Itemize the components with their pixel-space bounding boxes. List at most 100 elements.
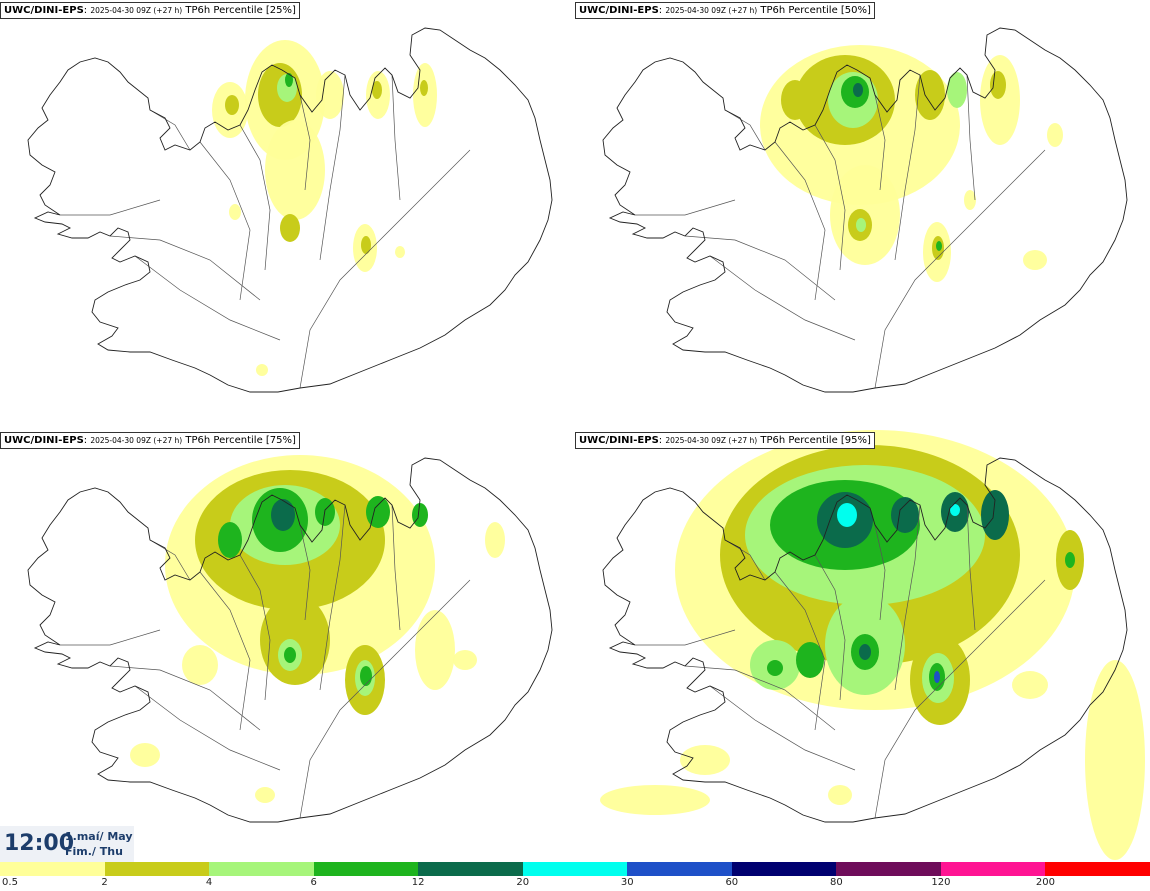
colorbar-tick-label: 200 <box>1035 877 1055 888</box>
river-line <box>774 141 826 301</box>
model-name: UWC/DINI-EPS <box>4 5 84 16</box>
river-line <box>814 124 846 271</box>
precip-contour <box>218 522 242 558</box>
rivers-roads <box>635 504 1046 819</box>
colorbar-tick-label: 30 <box>620 877 634 888</box>
river-line <box>894 504 921 691</box>
valid-time-box: 12:00 1.maí/ May Fim./ Thu <box>0 826 134 862</box>
iceland-map <box>27 455 553 823</box>
river-line <box>109 665 261 731</box>
precip-contour <box>980 55 1020 145</box>
precip-contour <box>271 499 295 531</box>
rivers-roads <box>635 74 1046 389</box>
river-line <box>874 524 886 621</box>
precip-contour <box>284 647 296 663</box>
model-name: UWC/DINI-EPS <box>4 435 84 446</box>
colorbar-segment <box>627 862 732 876</box>
precip-contour <box>372 81 382 99</box>
river-line <box>239 554 271 701</box>
precip-contour <box>360 666 372 686</box>
panel-title: UWC/DINI-EPS: 2025-04-30 09Z (+27 h) TP6… <box>0 432 300 449</box>
river-line <box>635 199 736 216</box>
river-line <box>299 94 311 191</box>
river-line <box>299 579 471 819</box>
precip-contour <box>600 785 710 815</box>
river-line <box>894 74 921 261</box>
precip-contour <box>853 83 863 97</box>
map-panel-25: UWC/DINI-EPS: 2025-04-30 09Z (+27 h) TP6… <box>0 0 575 430</box>
precip-contour <box>981 490 1009 540</box>
river-line <box>199 141 251 301</box>
river-line <box>724 539 766 581</box>
precip-field <box>600 430 1145 860</box>
precip-contour <box>395 246 405 258</box>
colorbar-tick-label: 12 <box>411 877 425 888</box>
percentile-label: TP6h Percentile [95%] <box>760 435 871 446</box>
river-line <box>149 539 191 581</box>
colorbar-tick-label: 2 <box>101 877 108 888</box>
colorbar-labels: 0.5 2 4 6 12 20 30 60 80 120 200 <box>0 876 1150 891</box>
valid-date-line2: Fim./ Thu <box>65 845 123 858</box>
precip-contour <box>781 80 809 120</box>
precip-contour <box>225 95 239 115</box>
river-line <box>874 149 1046 389</box>
colorbar-segment <box>418 862 523 876</box>
run-time: 2025-04-30 09Z (+27 h) <box>90 6 183 15</box>
precip-contour <box>767 660 783 676</box>
run-time: 2025-04-30 09Z (+27 h) <box>90 436 183 445</box>
precip-contour <box>366 496 390 528</box>
precip-contour <box>130 743 160 767</box>
river-line <box>199 571 251 731</box>
river-line <box>684 235 836 301</box>
river-line <box>635 629 736 646</box>
precip-contour <box>1065 552 1075 568</box>
colorbar-segment <box>313 862 419 876</box>
colorbar-tick-label: 4 <box>205 877 213 888</box>
river-line <box>724 109 766 151</box>
percentile-label: TP6h Percentile [75%] <box>185 435 296 446</box>
river-line <box>60 629 161 646</box>
panel-title: UWC/DINI-EPS: 2025-04-30 09Z (+27 h) TP6… <box>575 2 875 19</box>
precip-field <box>760 45 1063 282</box>
precip-contour <box>412 503 428 527</box>
river-line <box>134 685 281 771</box>
river-line <box>149 109 191 151</box>
coastline <box>602 27 1128 393</box>
colorbar-segment <box>522 862 628 876</box>
precip-contour <box>316 71 344 119</box>
map-panel-95: UWC/DINI-EPS: 2025-04-30 09Z (+27 h) TP6… <box>575 430 1150 860</box>
river-line <box>134 255 281 341</box>
river-line <box>109 235 261 301</box>
river-line <box>60 199 161 216</box>
run-time: 2025-04-30 09Z (+27 h) <box>665 6 758 15</box>
precip-contour <box>828 785 852 805</box>
colorbar-segment <box>731 862 837 876</box>
precip-contour <box>256 364 268 376</box>
precip-contour <box>1047 123 1063 147</box>
iceland-map <box>27 27 553 393</box>
precip-contour <box>859 644 871 660</box>
river-line <box>874 94 886 191</box>
precip-contour <box>453 650 477 670</box>
river-line <box>966 74 976 201</box>
colorbar-segment <box>0 862 105 876</box>
precip-contour <box>990 71 1006 99</box>
river-line <box>319 74 346 261</box>
precip-contour <box>1085 660 1145 860</box>
valid-time-clock: 12:00 <box>4 831 75 856</box>
model-name: UWC/DINI-EPS <box>579 5 659 16</box>
panel-title: UWC/DINI-EPS: 2025-04-30 09Z (+27 h) TP6… <box>0 2 300 19</box>
river-line <box>299 524 311 621</box>
percentile-label: TP6h Percentile [25%] <box>185 5 296 16</box>
run-time: 2025-04-30 09Z (+27 h) <box>665 436 758 445</box>
colorbar-tick-label: 60 <box>725 877 739 888</box>
coastline <box>27 457 553 823</box>
colorbar-tick-label: 120 <box>931 877 951 888</box>
colorbar-tick-label: 6 <box>310 877 317 888</box>
precip-contour <box>361 236 371 254</box>
rivers-roads <box>60 74 471 389</box>
river-line <box>684 665 836 731</box>
river-line <box>319 504 346 691</box>
precip-contour <box>950 504 960 516</box>
precip-contour <box>255 787 275 803</box>
